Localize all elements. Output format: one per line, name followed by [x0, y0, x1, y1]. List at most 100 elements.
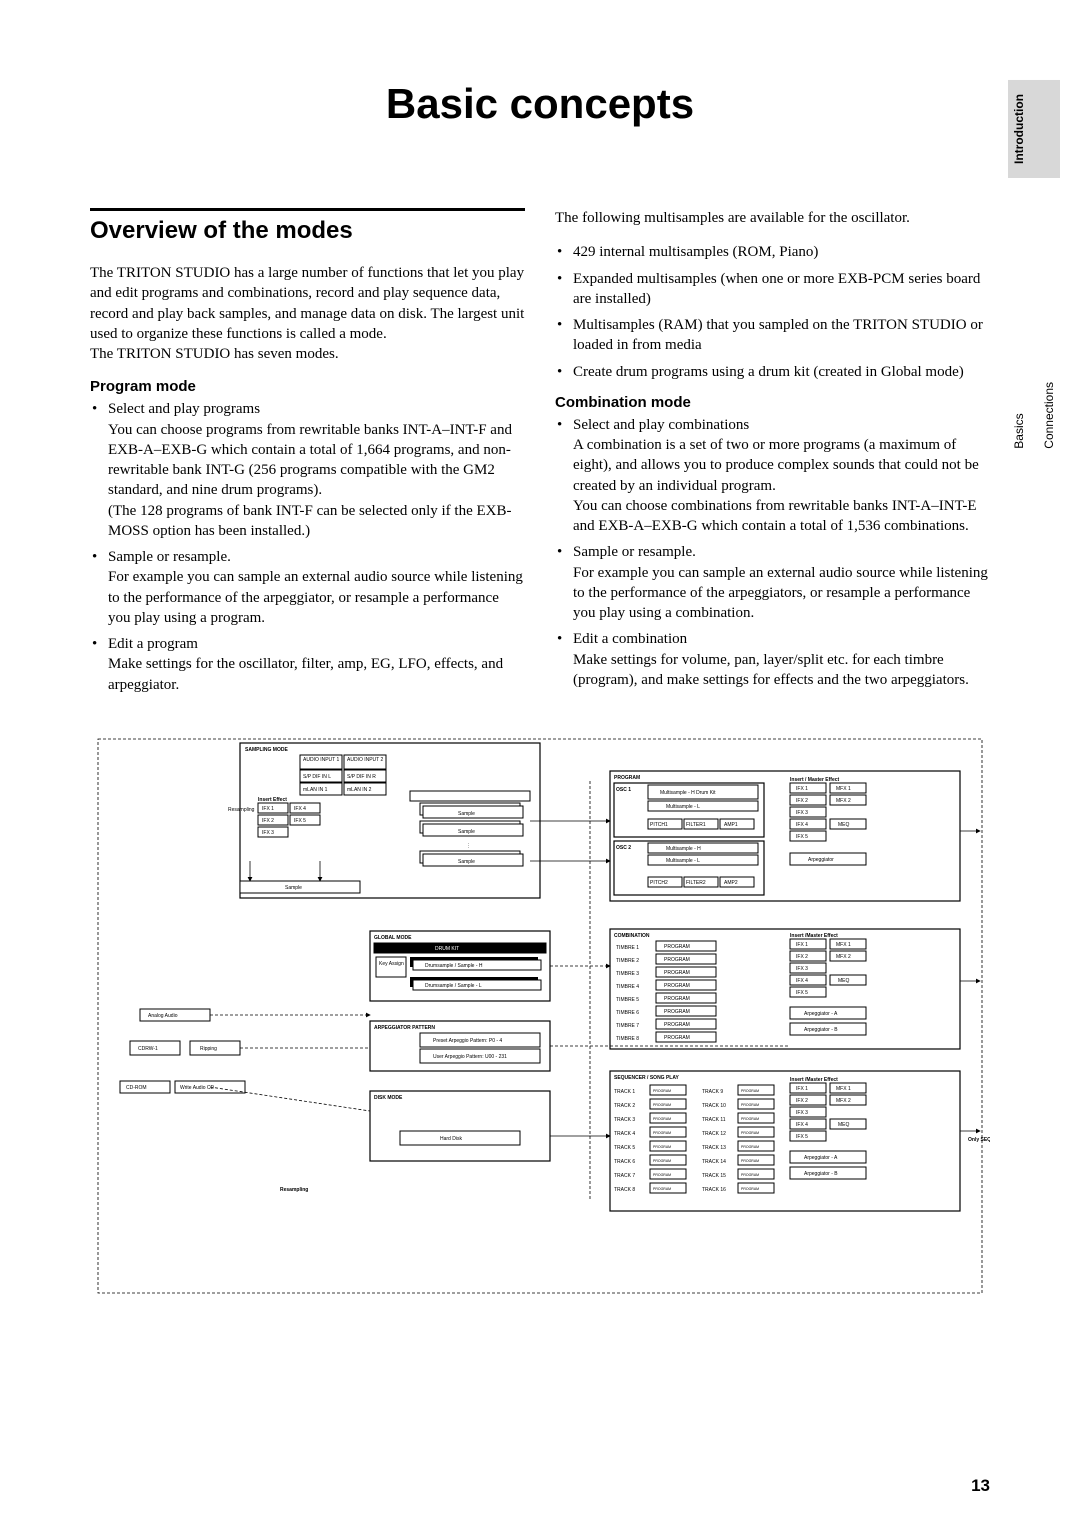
svg-text:ARPEGGIATOR PATTERN: ARPEGGIATOR PATTERN [374, 1025, 435, 1031]
list-item: Sample or resample. For example you can … [90, 547, 525, 628]
svg-text:IFX 3: IFX 3 [262, 830, 274, 836]
svg-text:MEQ: MEQ [838, 822, 850, 828]
svg-text:PROGRAM: PROGRAM [741, 1145, 759, 1149]
svg-text:MFX 2: MFX 2 [836, 1098, 851, 1104]
svg-text:IFX 4: IFX 4 [796, 822, 808, 828]
svg-text:SAMPLING MODE: SAMPLING MODE [245, 747, 288, 753]
list-item: Multisamples (RAM) that you sampled on t… [555, 315, 990, 356]
svg-text:IFX 5: IFX 5 [796, 1134, 808, 1140]
svg-text:Only SEQ: Only SEQ [968, 1137, 990, 1143]
svg-text:TRACK 10: TRACK 10 [702, 1103, 726, 1109]
content-columns: Overview of the modes The TRITON STUDIO … [90, 208, 990, 707]
svg-text:Sample: Sample [458, 859, 475, 865]
svg-text:⋮: ⋮ [466, 843, 471, 849]
svg-text:MFX 2: MFX 2 [836, 954, 851, 960]
svg-text:OSC 1: OSC 1 [616, 787, 631, 793]
svg-text:MEQ: MEQ [838, 978, 850, 984]
svg-text:TRACK 2: TRACK 2 [614, 1103, 635, 1109]
svg-text:PITCH2: PITCH2 [650, 880, 668, 886]
svg-text:TRACK 14: TRACK 14 [702, 1159, 726, 1165]
svg-text:Multisample - H Drum Kit: Multisample - H Drum Kit [660, 790, 716, 796]
svg-text:PROGRAM: PROGRAM [741, 1089, 759, 1093]
svg-text:FILTER2: FILTER2 [686, 880, 706, 886]
svg-text:Arpeggiator - A: Arpeggiator - A [804, 1155, 838, 1161]
svg-text:IFX 2: IFX 2 [262, 818, 274, 824]
svg-text:TIMBRE 1: TIMBRE 1 [616, 945, 639, 951]
svg-text:TRACK 13: TRACK 13 [702, 1145, 726, 1151]
svg-text:PROGRAM: PROGRAM [664, 944, 690, 950]
svg-text:User Arpeggio Pattern: U00 - 2: User Arpeggio Pattern: U00 - 231 [433, 1054, 507, 1060]
svg-text:mLAN IN 2: mLAN IN 2 [347, 787, 372, 793]
intro-paragraph: The TRITON STUDIO has a large number of … [90, 263, 525, 364]
svg-text:MFX 2: MFX 2 [836, 798, 851, 804]
svg-text:PROGRAM: PROGRAM [664, 1009, 690, 1015]
svg-text:AUDIO INPUT 1: AUDIO INPUT 1 [303, 757, 340, 763]
svg-text:IFX 5: IFX 5 [796, 990, 808, 996]
svg-text:IFX 2: IFX 2 [796, 1098, 808, 1104]
svg-text:PROGRAM: PROGRAM [741, 1187, 759, 1191]
svg-text:TRACK 11: TRACK 11 [702, 1117, 726, 1123]
svg-text:TIMBRE 3: TIMBRE 3 [616, 971, 639, 977]
svg-text:PROGRAM: PROGRAM [653, 1089, 671, 1093]
svg-text:TIMBRE 5: TIMBRE 5 [616, 997, 639, 1003]
svg-text:TRACK 15: TRACK 15 [702, 1173, 726, 1179]
svg-text:DISK MODE: DISK MODE [374, 1095, 403, 1101]
svg-text:Multisample: Multisample [450, 794, 479, 800]
svg-text:PROGRAM: PROGRAM [664, 983, 690, 989]
svg-text:FILTER1: FILTER1 [686, 822, 706, 828]
svg-text:PROGRAM: PROGRAM [741, 1117, 759, 1121]
svg-text:TRACK 3: TRACK 3 [614, 1117, 635, 1123]
list-item: Select and play combinations A combinati… [555, 415, 990, 537]
svg-text:TRACK 4: TRACK 4 [614, 1131, 635, 1137]
section-rule [90, 208, 525, 211]
list-item: Edit a combination Make settings for vol… [555, 629, 990, 690]
section-heading: Overview of the modes [90, 217, 525, 245]
svg-text:TIMBRE 4: TIMBRE 4 [616, 984, 639, 990]
svg-text:PROGRAM: PROGRAM [614, 775, 640, 781]
block-diagram: SAMPLING MODE AUDIO INPUT 1 AUDIO INPUT … [90, 731, 990, 1301]
svg-text:TRACK 12: TRACK 12 [702, 1131, 726, 1137]
right-column: The following multisamples are available… [555, 208, 990, 707]
multisample-list: 429 internal multisamples (ROM, Piano) E… [555, 242, 990, 382]
svg-text:Sample: Sample [285, 885, 302, 891]
svg-text:IFX 3: IFX 3 [796, 966, 808, 972]
svg-text:PROGRAM: PROGRAM [741, 1159, 759, 1163]
svg-text:PROGRAM: PROGRAM [664, 1035, 690, 1041]
list-item: Expanded multisamples (when one or more … [555, 269, 990, 310]
svg-text:PROGRAM: PROGRAM [653, 1145, 671, 1149]
svg-text:MFX 1: MFX 1 [836, 1086, 851, 1092]
svg-text:OSC 2: OSC 2 [616, 845, 631, 851]
svg-text:TRACK 16: TRACK 16 [702, 1187, 726, 1193]
svg-text:CDRW-1: CDRW-1 [138, 1046, 158, 1052]
svg-text:TRACK 9: TRACK 9 [702, 1089, 723, 1095]
svg-text:IFX 5: IFX 5 [796, 834, 808, 840]
svg-text:SEQUENCER / SONG PLAY: SEQUENCER / SONG PLAY [614, 1075, 679, 1081]
left-column: Overview of the modes The TRITON STUDIO … [90, 208, 525, 707]
svg-text:PROGRAM: PROGRAM [653, 1103, 671, 1107]
svg-text:PROGRAM: PROGRAM [653, 1117, 671, 1121]
svg-text:TIMBRE 6: TIMBRE 6 [616, 1010, 639, 1016]
tab-connections: Connections [1038, 368, 1060, 463]
svg-text:Arpeggiator - B: Arpeggiator - B [804, 1171, 838, 1177]
svg-text:Multisample - L: Multisample - L [666, 858, 700, 864]
svg-text:Analog Audio: Analog Audio [148, 1013, 178, 1019]
svg-text:Hard Disk: Hard Disk [440, 1136, 462, 1142]
svg-text:Resampling: Resampling [228, 807, 255, 813]
page-title: Basic concepts [90, 80, 990, 128]
svg-text:IFX 3: IFX 3 [796, 1110, 808, 1116]
list-item: 429 internal multisamples (ROM, Piano) [555, 242, 990, 262]
list-item: Edit a program Make settings for the osc… [90, 634, 525, 695]
svg-text:PROGRAM: PROGRAM [653, 1159, 671, 1163]
svg-text:MFX 1: MFX 1 [836, 942, 851, 948]
svg-text:IFX 3: IFX 3 [796, 810, 808, 816]
svg-text:IFX 2: IFX 2 [796, 954, 808, 960]
svg-text:Ripping: Ripping [200, 1046, 217, 1052]
svg-text:AMP1: AMP1 [724, 822, 738, 828]
svg-text:IFX 4: IFX 4 [796, 1122, 808, 1128]
list-item: Sample or resample. For example you can … [555, 542, 990, 623]
svg-text:Preset Arpeggio Pattern: P0 -: Preset Arpeggio Pattern: P0 - 4 [433, 1038, 502, 1044]
svg-text:PROGRAM: PROGRAM [664, 996, 690, 1002]
svg-text:S/P DIF IN R: S/P DIF IN R [347, 774, 376, 780]
svg-text:Insert Effect: Insert Effect [258, 797, 287, 803]
svg-text:GLOBAL MODE: GLOBAL MODE [374, 935, 412, 941]
